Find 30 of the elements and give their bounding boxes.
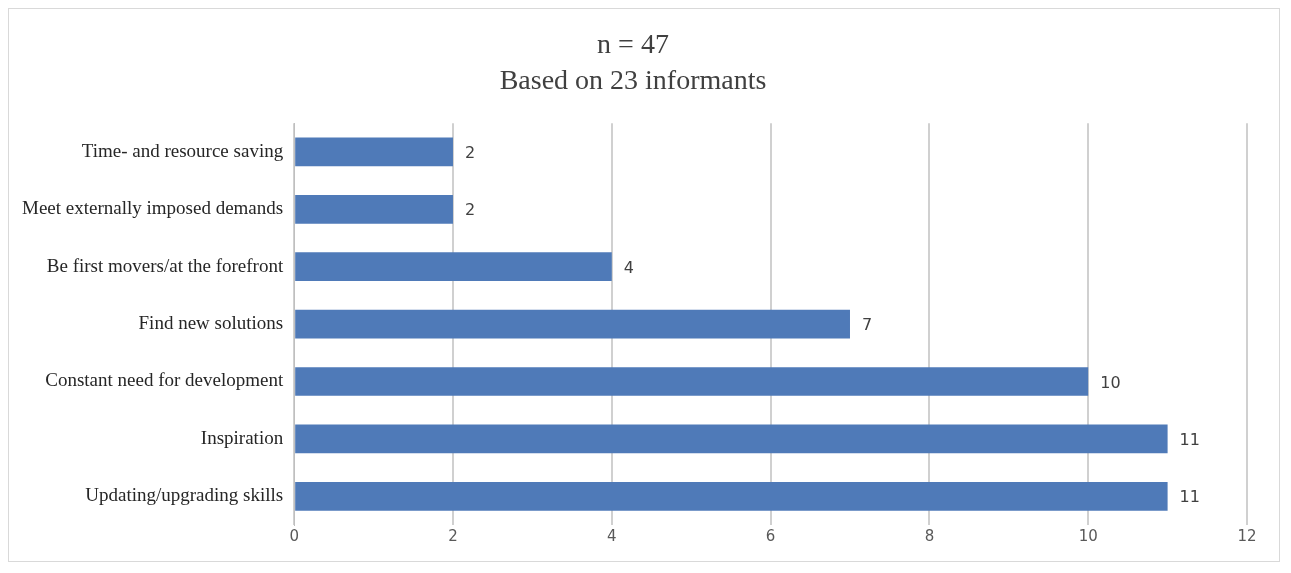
y-tick-label: Meet externally imposed demands (21, 197, 284, 219)
data-label: 2 (464, 143, 476, 163)
bar (295, 137, 453, 167)
x-tick-label: 12 (1237, 526, 1257, 545)
x-tick-label: 6 (765, 526, 776, 545)
y-tick-label: Constant need for development (45, 369, 284, 391)
data-label: 11 (1179, 430, 1200, 450)
x-tick-label: 8 (924, 526, 935, 545)
y-tick-label: Inspiration (200, 426, 284, 448)
x-tick-label: 2 (448, 526, 458, 545)
data-label: 10 (1100, 372, 1121, 392)
chart-subtitle: Based on 23 informants (499, 63, 767, 95)
bar (295, 481, 1168, 511)
data-label: 11 (1179, 487, 1200, 507)
bar (295, 309, 850, 339)
bar (295, 424, 1168, 454)
y-tick-label: Be first movers/at the forefront (46, 254, 284, 276)
x-tick-label: 10 (1078, 526, 1098, 545)
y-tick-label: Updating/upgrading skills (85, 484, 284, 506)
data-label: 7 (861, 315, 873, 335)
x-tick-label: 4 (607, 526, 617, 545)
chart-title: n = 47 (597, 28, 669, 60)
bar (295, 252, 612, 282)
data-label: 2 (464, 200, 476, 220)
x-tick-label: 0 (289, 526, 299, 545)
y-tick-label: Find new solutions (138, 312, 284, 334)
data-label: 4 (623, 257, 634, 277)
bar (295, 194, 453, 224)
y-tick-label: Time- and resource saving (81, 139, 284, 161)
bar (295, 367, 1089, 396)
